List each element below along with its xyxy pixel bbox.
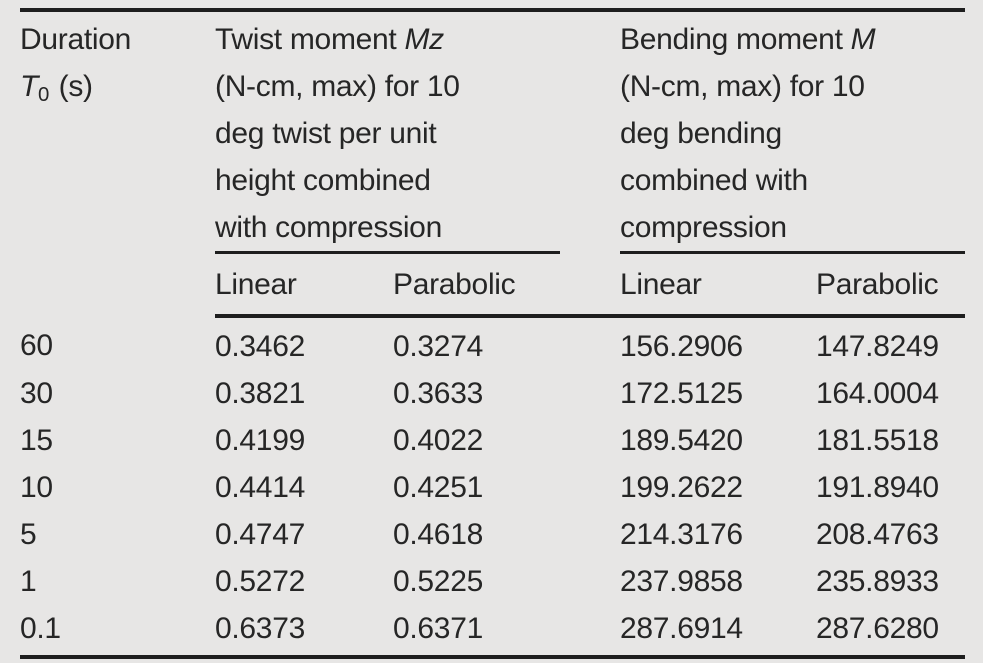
table-row: 1 0.5272 0.5225 237.9858 235.8933 [20, 558, 965, 605]
cell-twist-parabolic: 0.3633 [393, 377, 483, 410]
cell-twist-linear: 0.3462 [215, 330, 305, 363]
cell-twist-parabolic: 0.3274 [393, 330, 483, 363]
cell-duration: 10 [20, 471, 53, 504]
cell-bending-parabolic: 191.8940 [816, 471, 939, 504]
cell-twist-linear: 0.6373 [215, 612, 305, 645]
twist-title-symbol: Mz [404, 23, 444, 56]
column-group-bending: Bending moment M (N-cm, max) for 10 deg … [620, 10, 965, 254]
cell-twist-linear: 0.4199 [215, 424, 305, 457]
duration-header-line1: Duration [20, 23, 131, 56]
table-body: 60 0.3462 0.3274 156.2906 147.8249 30 0.… [20, 316, 965, 657]
twist-group-title: Twist moment Mz [215, 16, 560, 63]
table-row: 30 0.3821 0.3633 172.5125 164.0004 [20, 370, 965, 417]
bending-group-title: Bending moment M [620, 16, 965, 63]
cell-twist-parabolic: 0.4618 [393, 518, 483, 551]
cell-bending-linear: 172.5125 [620, 377, 743, 410]
duration-symbol: T [20, 70, 39, 103]
cell-bending-linear: 237.9858 [620, 565, 743, 598]
column-group-twist: Twist moment Mz (N-cm, max) for 10 deg t… [215, 10, 620, 254]
cell-duration: 30 [20, 377, 53, 410]
cell-duration: 60 [20, 329, 53, 362]
twist-group-block: Twist moment Mz (N-cm, max) for 10 deg t… [215, 16, 560, 254]
cell-duration: 5 [20, 518, 37, 551]
cell-twist-linear: 0.3821 [215, 377, 305, 410]
cell-bending-parabolic: 147.8249 [816, 330, 939, 363]
table-row: 5 0.4747 0.4618 214.3176 208.4763 [20, 511, 965, 558]
duration-unit: (s) [58, 70, 93, 103]
cell-bending-linear: 156.2906 [620, 330, 743, 363]
cell-twist-linear: 0.5272 [215, 565, 305, 598]
subheader-twist-linear: Linear [215, 254, 393, 318]
bending-group-text: Bending moment M (N-cm, max) for 10 deg … [620, 16, 965, 251]
twist-title-prefix: Twist moment [215, 23, 405, 56]
table-row: 15 0.4199 0.4022 189.5420 181.5518 [20, 417, 965, 464]
table-header: Duration T0 (s) Twist moment Mz (N-cm, ma… [20, 10, 965, 318]
table-row: 0.1 0.6373 0.6371 287.6914 287.6280 [20, 605, 965, 657]
cell-twist-linear: 0.4414 [215, 471, 305, 504]
cell-bending-parabolic: 181.5518 [816, 424, 939, 457]
cell-twist-linear: 0.4747 [215, 518, 305, 551]
cell-duration: 0.1 [20, 612, 61, 645]
group-header-row: Duration T0 (s) Twist moment Mz (N-cm, ma… [20, 10, 965, 254]
cell-bending-parabolic: 287.6280 [816, 612, 939, 645]
table-row: 10 0.4414 0.4251 199.2622 191.8940 [20, 464, 965, 511]
twist-group-line: height combined [215, 164, 431, 197]
cell-duration: 15 [20, 424, 53, 457]
sub-header-row: Linear Parabolic Linear Parabolic [20, 254, 965, 318]
cell-twist-parabolic: 0.4251 [393, 471, 483, 504]
cell-bending-parabolic: 235.8933 [816, 565, 939, 598]
bending-title-prefix: Bending moment [620, 23, 851, 56]
bending-group-line: deg bending [620, 117, 782, 150]
cell-bending-parabolic: 208.4763 [816, 518, 939, 551]
subheader-twist-parabolic: Parabolic [393, 254, 620, 318]
cell-twist-parabolic: 0.4022 [393, 424, 483, 457]
bending-group-line: (N-cm, max) for 10 [620, 70, 865, 103]
cell-bending-parabolic: 164.0004 [816, 377, 939, 410]
cell-bending-linear: 189.5420 [620, 424, 743, 457]
cell-twist-parabolic: 0.5225 [393, 565, 483, 598]
moments-table: Duration T0 (s) Twist moment Mz (N-cm, ma… [20, 8, 965, 659]
twist-group-line: deg twist per unit [215, 117, 437, 150]
bending-group-line: compression [620, 211, 787, 244]
duration-header-line2: T0 (s) [20, 63, 215, 119]
subheader-bending-parabolic: Parabolic [816, 254, 965, 318]
cell-bending-linear: 287.6914 [620, 612, 743, 645]
bending-title-symbol: M [850, 23, 876, 56]
duration-subscript: 0 [38, 84, 50, 107]
table-row: 60 0.3462 0.3274 156.2906 147.8249 [20, 316, 965, 370]
cell-bending-linear: 199.2622 [620, 471, 743, 504]
subheader-bending-linear: Linear [620, 254, 816, 318]
cell-duration: 1 [20, 565, 37, 598]
paper-table-container: Duration T0 (s) Twist moment Mz (N-cm, ma… [20, 8, 965, 659]
cell-twist-parabolic: 0.6371 [393, 612, 483, 645]
twist-group-text: Twist moment Mz (N-cm, max) for 10 deg t… [215, 16, 560, 251]
bending-group-block: Bending moment M (N-cm, max) for 10 deg … [620, 16, 965, 254]
cell-bending-linear: 214.3176 [620, 518, 743, 551]
duration-header-text: Duration T0 (s) [20, 16, 215, 119]
column-header-duration: Duration T0 (s) [20, 10, 215, 316]
twist-group-line: with compression [215, 211, 442, 244]
twist-group-line: (N-cm, max) for 10 [215, 70, 460, 103]
bending-group-line: combined with [620, 164, 808, 197]
